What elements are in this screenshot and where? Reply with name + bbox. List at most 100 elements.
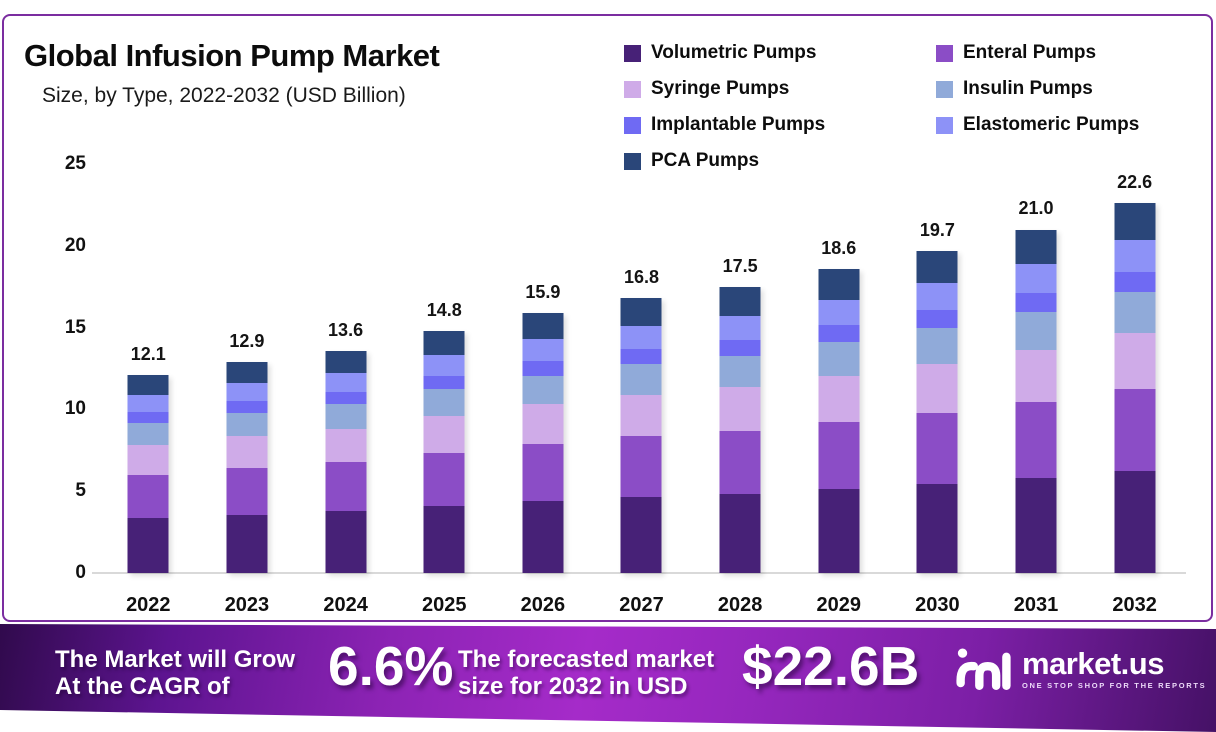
- bar-segment: [916, 283, 958, 311]
- bar-segment: [522, 501, 564, 573]
- bar-total-label: 17.5: [722, 255, 758, 276]
- brand-name: market.us: [1022, 645, 1164, 681]
- x-axis-tick-label: 2026: [520, 594, 566, 616]
- bar-segment: [1015, 229, 1057, 265]
- bar-segment: [522, 312, 564, 340]
- bar-segment: [620, 326, 662, 350]
- bar-segment: [1114, 203, 1156, 241]
- bar-segment: [127, 444, 169, 475]
- bar-segment: [522, 375, 564, 405]
- forecast-caption: The forecasted market size for 2032 in U…: [458, 646, 714, 700]
- bar-segment: [127, 411, 169, 423]
- x-axis-tick-label: 2023: [224, 594, 270, 616]
- cagr-caption-line1: The Market will Grow: [55, 646, 296, 673]
- stacked-bar: [127, 375, 169, 573]
- bar-segment: [325, 404, 367, 429]
- bar-segment: [719, 493, 761, 573]
- bar-segment: [818, 488, 860, 573]
- chart-subtitle: Size, by Type, 2022-2032 (USD Billion): [42, 84, 406, 107]
- cagr-caption-line2: At the CAGR of: [55, 673, 230, 700]
- bar-segment: [1015, 402, 1057, 478]
- bar-segment: [226, 362, 268, 384]
- bar-column: 13.6 2024: [296, 164, 395, 616]
- stacked-bar: [916, 250, 958, 573]
- bar-segment: [325, 350, 367, 373]
- x-axis-tick-label: 2027: [619, 594, 664, 616]
- bar-segment: [1015, 292, 1057, 313]
- x-axis-tick-label: 2024: [323, 594, 368, 616]
- legend-item: Volumetric Pumps: [624, 42, 936, 64]
- x-axis-line: [92, 572, 1186, 574]
- y-axis-tick-label: 5: [75, 480, 86, 502]
- bar-segment: [916, 250, 958, 284]
- bar-segment: [325, 462, 367, 512]
- bar-segment: [1114, 271, 1156, 293]
- y-axis: 0 5 10 15 20 25: [32, 153, 86, 583]
- bar-segment: [127, 375, 169, 396]
- bar-total-label: 14.8: [426, 299, 462, 320]
- y-axis-tick-label: 25: [64, 153, 86, 174]
- forecast-caption-line1: The forecasted market: [458, 646, 715, 673]
- bar-segment: [916, 328, 958, 364]
- bar-segment: [423, 505, 465, 573]
- bar-segment: [620, 349, 662, 365]
- bar-segment: [1114, 333, 1156, 390]
- stacked-bar: [719, 286, 761, 573]
- bar-segment: [1015, 264, 1057, 293]
- bar-total-label: 15.9: [525, 281, 561, 302]
- bar-segment: [1015, 350, 1057, 403]
- bar-segment: [423, 415, 465, 453]
- legend-label: Enteral Pumps: [963, 42, 1097, 63]
- legend-swatch-icon: [624, 44, 641, 62]
- legend-label: Implantable Pumps: [651, 114, 826, 135]
- bar-segment: [719, 387, 761, 431]
- chart-card: Global Infusion Pump Market Size, by Typ…: [2, 14, 1213, 622]
- bar-segment: [1015, 312, 1057, 351]
- bar-segment: [226, 468, 268, 515]
- bar-column: 19.7 2030: [888, 164, 987, 616]
- x-axis-tick-label: 2029: [816, 594, 862, 616]
- x-axis-tick-label: 2022: [126, 594, 171, 616]
- stacked-bar: [226, 362, 268, 573]
- marketus-logo: market.us ONE STOP SHOP FOR THE REPORTS: [956, 644, 1206, 694]
- bar-total-label: 19.7: [919, 219, 955, 240]
- bar-segment: [916, 363, 958, 413]
- legend-label: Insulin Pumps: [963, 78, 1093, 99]
- bar-segment: [226, 514, 268, 573]
- bar-segment: [127, 518, 169, 573]
- legend-label: Elastomeric Pumps: [963, 114, 1140, 135]
- bar-segment: [127, 474, 169, 519]
- bar-column: 14.8 2025: [395, 164, 494, 616]
- stacked-bar: [325, 350, 367, 573]
- bar-segment: [423, 330, 465, 356]
- bar-column: 15.9 2026: [494, 164, 593, 616]
- bar-segment: [1114, 470, 1156, 573]
- legend-label: PCA Pumps: [651, 150, 760, 171]
- bar-segment: [818, 299, 860, 326]
- bar-segment: [325, 511, 367, 573]
- bar-total-label: 22.6: [1117, 172, 1153, 193]
- bar-total-label: 18.6: [821, 237, 857, 258]
- bar-segment: [423, 375, 465, 390]
- legend-item: Enteral Pumps: [936, 42, 1139, 64]
- forecast-caption-line2: size for 2032 in USD: [458, 673, 688, 700]
- plot-area: 12.1 2022 12.9 2023 13.6 2024 14.8 2025 15.9 2026…: [99, 164, 1184, 616]
- bar-segment: [1114, 292, 1156, 334]
- legend-label: Syringe Pumps: [651, 78, 790, 99]
- legend-item: Syringe Pumps: [624, 78, 936, 100]
- legend-label: Volumetric Pumps: [651, 42, 817, 63]
- bar-segment: [522, 339, 564, 362]
- y-axis-tick-label: 0: [75, 562, 86, 583]
- bar-segment: [719, 430, 761, 494]
- bar-segment: [226, 436, 268, 469]
- forecast-value: $22.6B: [742, 635, 920, 697]
- bar-segment: [522, 404, 564, 444]
- bar-segment: [818, 325, 860, 343]
- legend-swatch-icon: [624, 80, 641, 98]
- bar-column: 17.5 2028: [691, 164, 790, 616]
- chart-title: Global Infusion Pump Market: [24, 38, 440, 73]
- bar-column: 18.6 2029: [789, 164, 888, 616]
- bar-segment: [1015, 477, 1057, 573]
- brand-tagline: ONE STOP SHOP FOR THE REPORTS: [1022, 680, 1207, 690]
